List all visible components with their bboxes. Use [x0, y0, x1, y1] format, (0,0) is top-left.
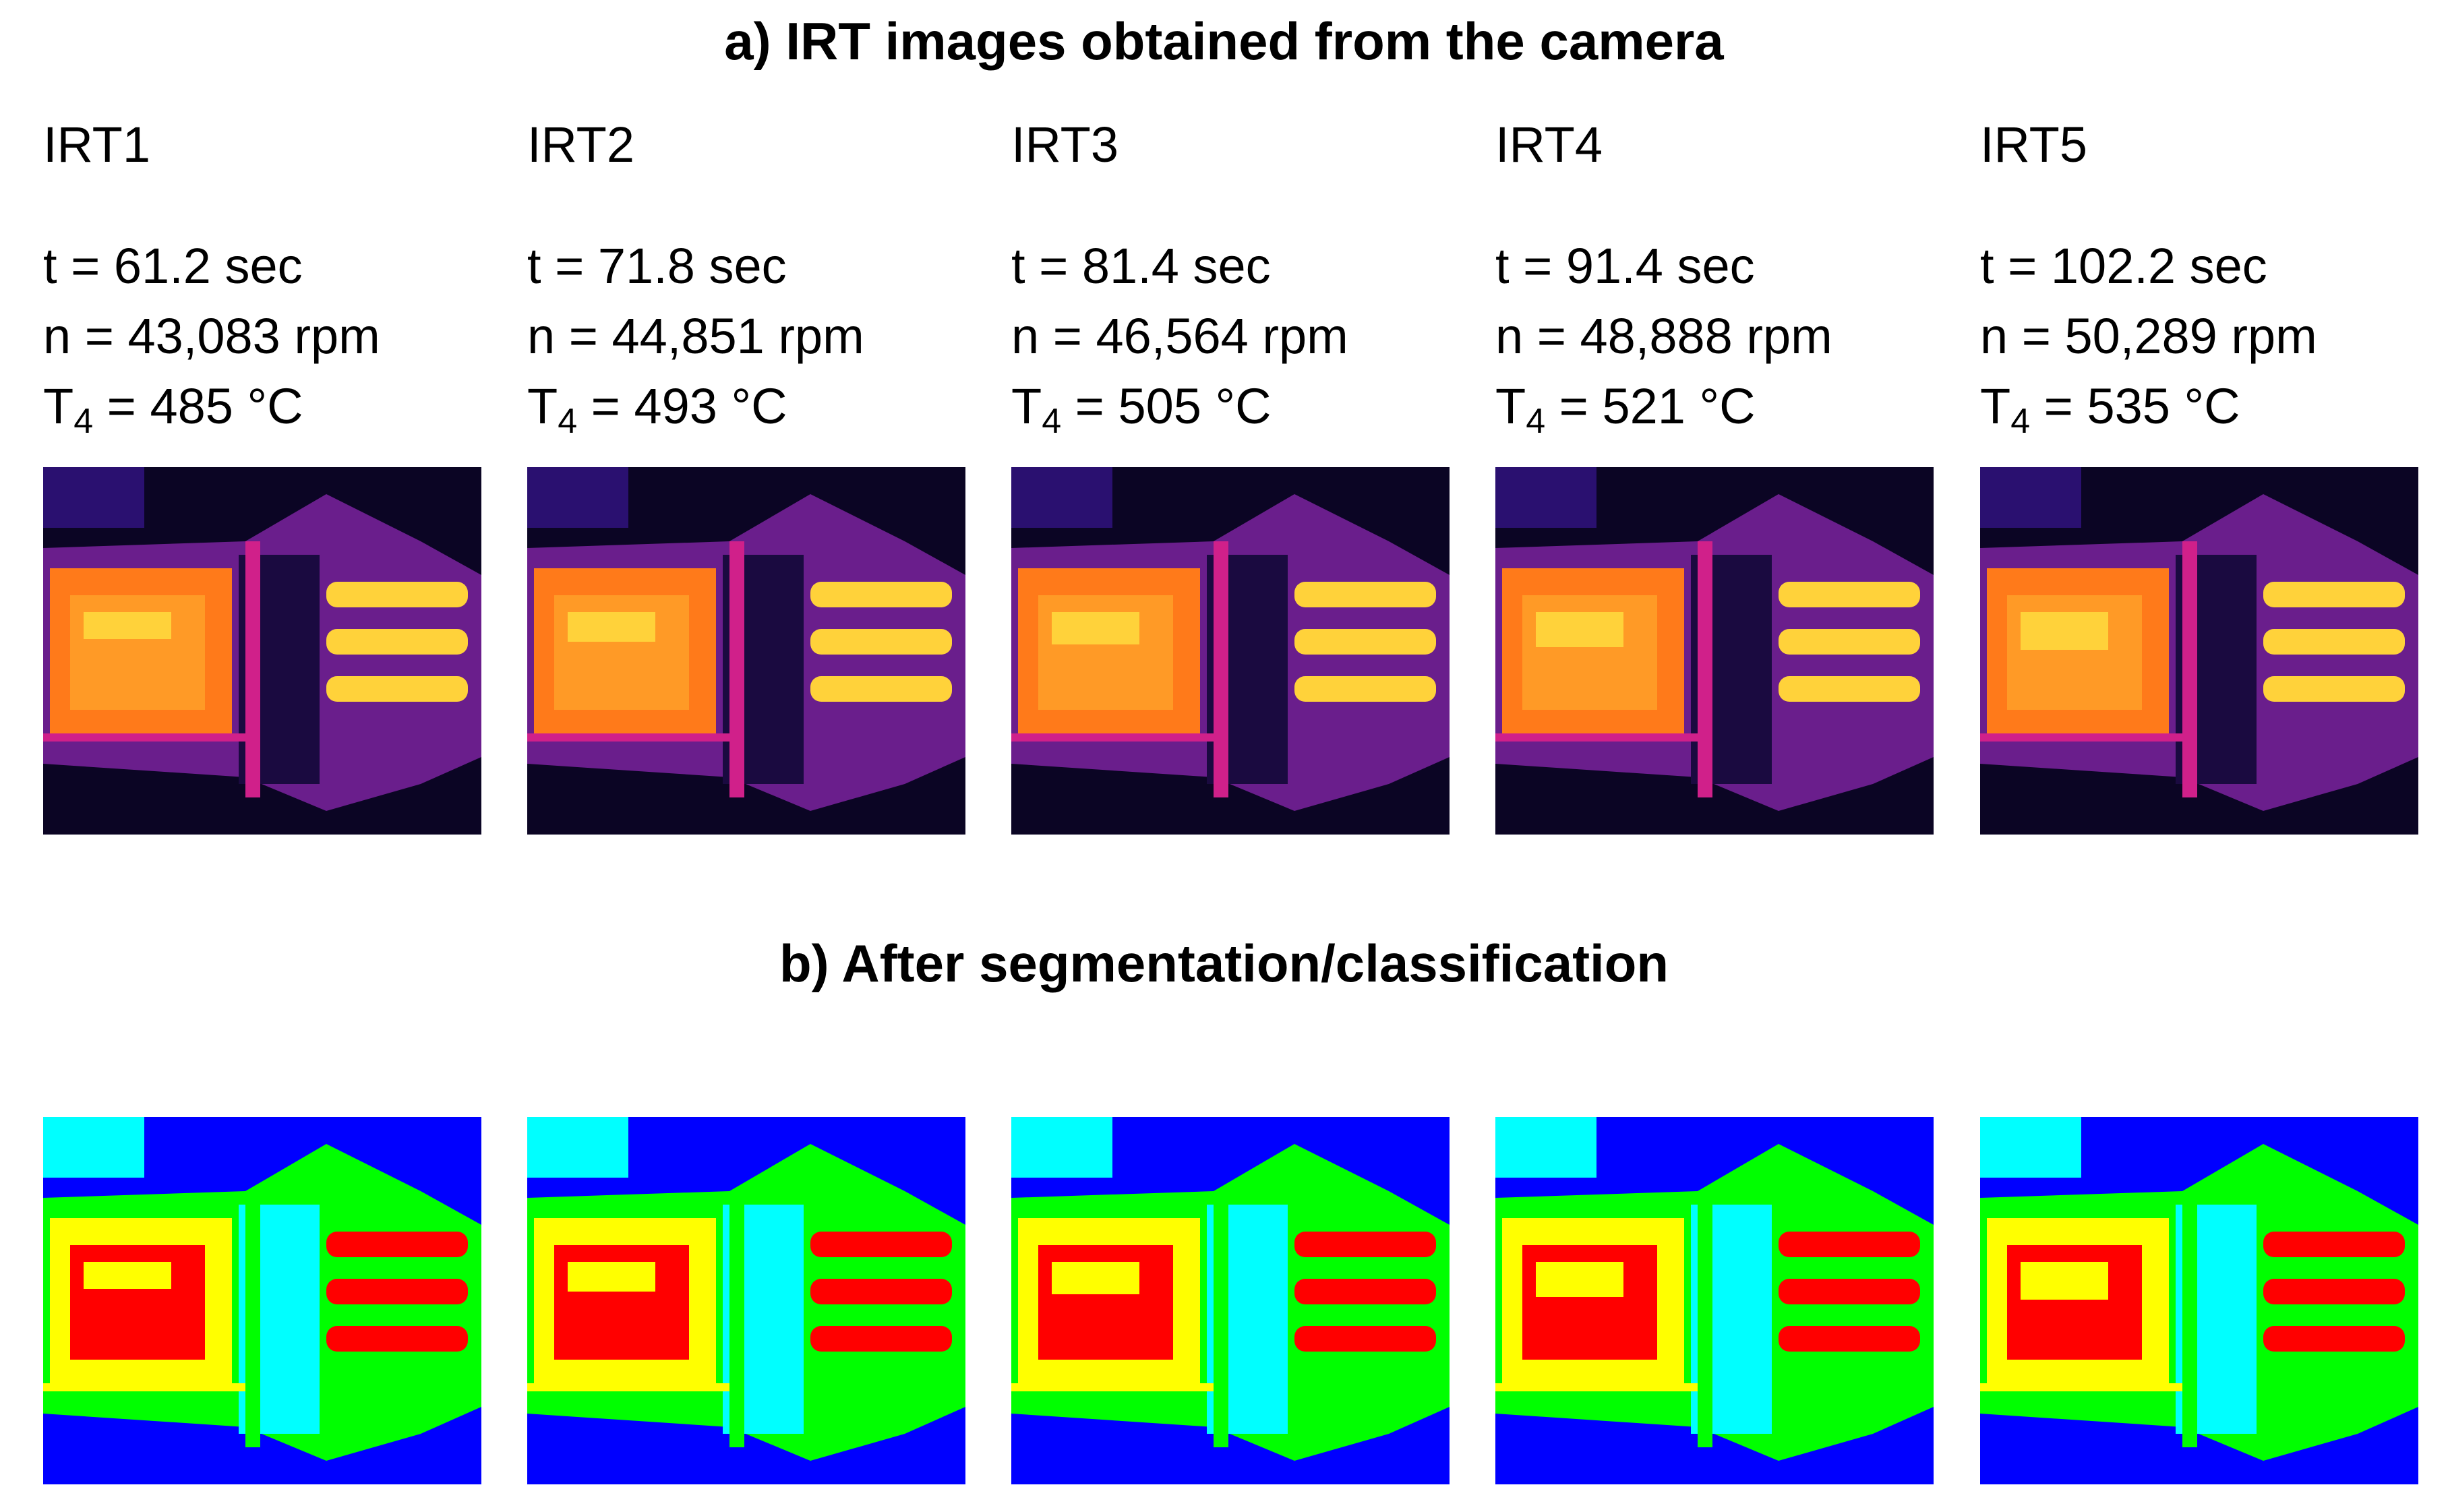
segmented-image [1011, 1117, 1450, 1484]
panel-irt3: IRT3 t = 81.4 sec n = 46,564 rpm T4 = 50… [1011, 0, 1450, 1512]
temperature-label: T4 = 505 °C [1011, 378, 1272, 441]
temperature-label: T4 = 485 °C [43, 378, 303, 441]
engine-segmented-shape [1495, 1117, 1934, 1461]
engine-thermal-shape [1011, 467, 1450, 811]
panel-irt2: IRT2 t = 71.8 sec n = 44,851 rpm T4 = 49… [527, 0, 965, 1512]
time-label: t = 91.4 sec [1495, 238, 1755, 294]
engine-thermal-shape [1495, 467, 1934, 811]
panel-title: IRT1 [43, 117, 151, 173]
time-label: t = 102.2 sec [1980, 238, 2267, 294]
segmented-image [43, 1117, 481, 1484]
segmented-image-graphic [1011, 1117, 1450, 1484]
time-label: t = 81.4 sec [1011, 238, 1271, 294]
panel-title: IRT3 [1011, 117, 1119, 173]
panel-title: IRT5 [1980, 117, 2088, 173]
thermal-image [1980, 467, 2418, 835]
engine-segmented-shape [1011, 1117, 1450, 1461]
engine-segmented-shape [1980, 1117, 2418, 1461]
temperature-label: T4 = 493 °C [527, 378, 787, 441]
panel-title: IRT2 [527, 117, 635, 173]
thermal-image-graphic [1980, 467, 2418, 835]
thermal-image-graphic [1495, 467, 1934, 835]
speed-label: n = 50,289 rpm [1980, 308, 2317, 364]
engine-thermal-shape [43, 467, 481, 811]
section-a-title: a) IRT images obtained from the camera [724, 11, 1724, 71]
engine-segmented-shape [527, 1117, 965, 1461]
engine-segmented-shape [43, 1117, 481, 1461]
panel-title: IRT4 [1495, 117, 1603, 173]
time-label: t = 71.8 sec [527, 238, 787, 294]
thermal-image [43, 467, 481, 835]
section-b-title: b) After segmentation/classification [779, 934, 1669, 993]
temperature-label: T4 = 535 °C [1980, 378, 2240, 441]
speed-label: n = 46,564 rpm [1011, 308, 1348, 364]
segmented-image-graphic [527, 1117, 965, 1484]
speed-label: n = 43,083 rpm [43, 308, 380, 364]
segmented-image [1495, 1117, 1934, 1484]
thermal-image [1011, 467, 1450, 835]
segmented-image [527, 1117, 965, 1484]
speed-label: n = 44,851 rpm [527, 308, 864, 364]
segmented-image [1980, 1117, 2418, 1484]
thermal-image-graphic [43, 467, 481, 835]
temperature-label: T4 = 521 °C [1495, 378, 1756, 441]
panel-irt5: IRT5 t = 102.2 sec n = 50,289 rpm T4 = 5… [1980, 0, 2418, 1512]
engine-thermal-shape [1980, 467, 2418, 811]
engine-thermal-shape [527, 467, 965, 811]
segmented-image-graphic [1980, 1117, 2418, 1484]
thermal-image-graphic [1011, 467, 1450, 835]
thermal-image-graphic [527, 467, 965, 835]
panel-irt1: IRT1 t = 61.2 sec n = 43,083 rpm T4 = 48… [43, 0, 481, 1512]
time-label: t = 61.2 sec [43, 238, 303, 294]
thermal-image [527, 467, 965, 835]
thermal-image [1495, 467, 1934, 835]
segmented-image-graphic [1495, 1117, 1934, 1484]
speed-label: n = 48,888 rpm [1495, 308, 1832, 364]
segmented-image-graphic [43, 1117, 481, 1484]
panel-irt4: IRT4 t = 91.4 sec n = 48,888 rpm T4 = 52… [1495, 0, 1934, 1512]
